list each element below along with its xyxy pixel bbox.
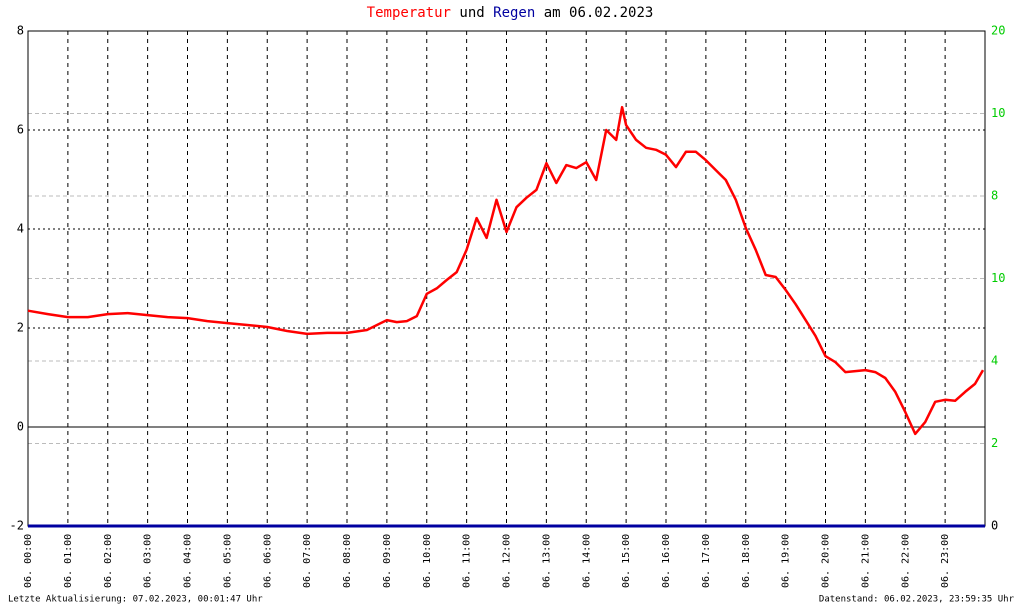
y2-tick-label: 10 — [991, 106, 1005, 120]
x-tick-label: 06. 07:00 — [302, 534, 313, 588]
x-tick-label: 06. 23:00 — [940, 534, 951, 588]
title-join: und — [459, 5, 484, 21]
x-tick-label: 06. 18:00 — [741, 534, 752, 588]
x-tick-label: 06. 20:00 — [821, 534, 832, 588]
x-tick-label: 06. 01:00 — [63, 534, 74, 588]
x-tick-label: 06. 09:00 — [382, 534, 393, 588]
title-date: am 06.02.2023 — [544, 5, 654, 21]
y2-tick-label: 20 — [991, 24, 1005, 38]
x-tick-label: 06. 10:00 — [422, 534, 433, 588]
x-tick-label: 06. 06:00 — [262, 534, 273, 588]
y2-tick-label: 8 — [991, 189, 998, 203]
x-tick-label: 06. 11:00 — [462, 534, 473, 588]
x-tick-label: 06. 12:00 — [502, 534, 513, 588]
y-tick-label: 8 — [17, 24, 24, 38]
y2-tick-label: 0 — [991, 519, 998, 533]
y2-tick-label: 2 — [991, 436, 998, 450]
y-tick-label: 4 — [17, 222, 24, 236]
y-tick-label: -2 — [10, 519, 24, 533]
x-tick-label: 06. 21:00 — [860, 534, 871, 588]
y2-tick-label: 4 — [991, 354, 998, 368]
series-line — [27, 105, 985, 436]
y-tick-label: 2 — [17, 321, 24, 335]
title-temperature: Temperatur — [367, 5, 451, 21]
x-tick-label: 06. 08:00 — [342, 534, 353, 588]
footer-right: Datenstand: 06.02.2023, 23:59:35 Uhr — [819, 595, 1015, 605]
y2-tick-label: 10 — [991, 271, 1005, 285]
x-tick-label: 06. 14:00 — [581, 534, 592, 588]
footer-left: Letzte Aktualisierung: 07.02.2023, 00:01… — [8, 595, 263, 605]
x-tick-label: 06. 19:00 — [781, 534, 792, 588]
x-tick-label: 06. 16:00 — [661, 534, 672, 588]
y-tick-label: 0 — [17, 420, 24, 434]
x-tick-label: 06. 03:00 — [143, 534, 154, 588]
chart-title: Temperatur und Regen am 06.02.2023 — [367, 5, 654, 21]
x-tick-label: 06. 02:00 — [103, 534, 114, 588]
x-tick-label: 06. 17:00 — [701, 534, 712, 588]
x-tick-label: 06. 13:00 — [541, 534, 552, 588]
y-tick-label: 6 — [17, 123, 24, 137]
x-tick-label: 06. 05:00 — [222, 534, 233, 588]
x-tick-label: 06. 00:00 — [23, 534, 34, 588]
x-tick-label: 06. 15:00 — [621, 534, 632, 588]
x-tick-label: 06. 04:00 — [183, 534, 194, 588]
x-tick-label: 06. 22:00 — [900, 534, 911, 588]
title-rain: Regen — [493, 5, 535, 21]
